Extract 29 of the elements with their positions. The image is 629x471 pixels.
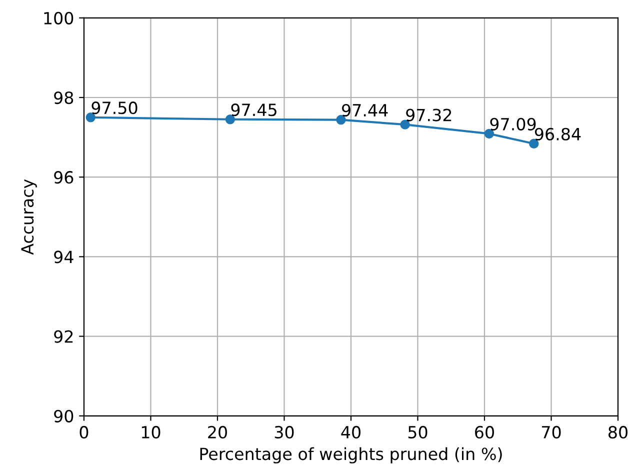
y-tick-label: 96 xyxy=(54,171,74,184)
text: 97.09 xyxy=(490,118,536,130)
point xyxy=(225,114,236,124)
text: 97.50 xyxy=(92,102,138,114)
y-tick-label: 92 xyxy=(54,330,73,343)
y-tick-label: 94 xyxy=(54,250,74,264)
x-tick-label: 30 xyxy=(274,426,294,439)
point xyxy=(336,114,346,125)
y-tick-label: 98 xyxy=(54,91,74,104)
text: 97.45 xyxy=(231,104,276,116)
point xyxy=(529,138,539,149)
x-tick-label: 40 xyxy=(341,426,360,439)
x-tick-label: 50 xyxy=(408,426,428,439)
y-tick-label: 90 xyxy=(54,410,74,422)
x-tick-label: 70 xyxy=(542,426,561,439)
point xyxy=(484,128,494,139)
text: 96.84 xyxy=(534,128,581,140)
x-tick-label: 20 xyxy=(208,426,227,439)
text: 97.32 xyxy=(406,108,452,122)
text: 97.44 xyxy=(342,104,388,117)
x-tick-label: 0 xyxy=(80,426,88,439)
y-axis-title: Accuracy xyxy=(21,179,37,255)
x-tick-label: 60 xyxy=(475,426,494,439)
y-tick-label: 100 xyxy=(44,12,74,24)
x-tick-label: 80 xyxy=(608,426,628,439)
point xyxy=(86,112,96,122)
x-axis-title: Percentage of weights pruned (in %) xyxy=(200,447,502,464)
x-tick-label: 10 xyxy=(142,426,160,439)
point xyxy=(400,120,410,130)
